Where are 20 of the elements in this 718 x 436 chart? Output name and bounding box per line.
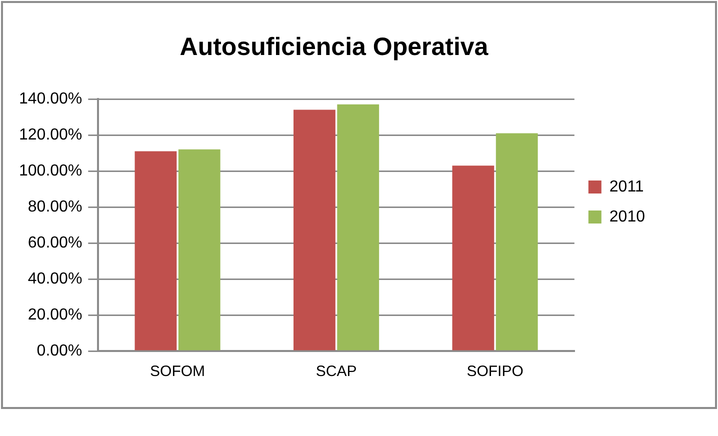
bar — [452, 166, 494, 350]
y-tick-label: 0.00% — [36, 342, 82, 360]
legend-label: 2010 — [609, 208, 646, 226]
y-tick-label: 80.00% — [28, 198, 82, 216]
legend-label: 2011 — [609, 178, 644, 196]
bar — [178, 149, 220, 350]
bar — [496, 133, 538, 350]
y-tick-label: 140.00% — [18, 90, 82, 108]
x-tick-label: SOFOM — [150, 363, 206, 380]
y-tick-label: 40.00% — [28, 270, 82, 288]
x-tick-label: SOFIPO — [466, 363, 524, 380]
y-tick-label: 60.00% — [28, 234, 82, 252]
y-tick-label: 20.00% — [28, 306, 82, 324]
chart-title: Autosuficiencia Operativa — [180, 32, 490, 61]
y-tick-label: 100.00% — [18, 162, 82, 180]
x-tick-label: SCAP — [316, 363, 357, 380]
bar — [337, 104, 380, 350]
y-tick-label: 120.00% — [18, 126, 82, 144]
bar — [294, 110, 336, 350]
bar — [134, 151, 177, 350]
